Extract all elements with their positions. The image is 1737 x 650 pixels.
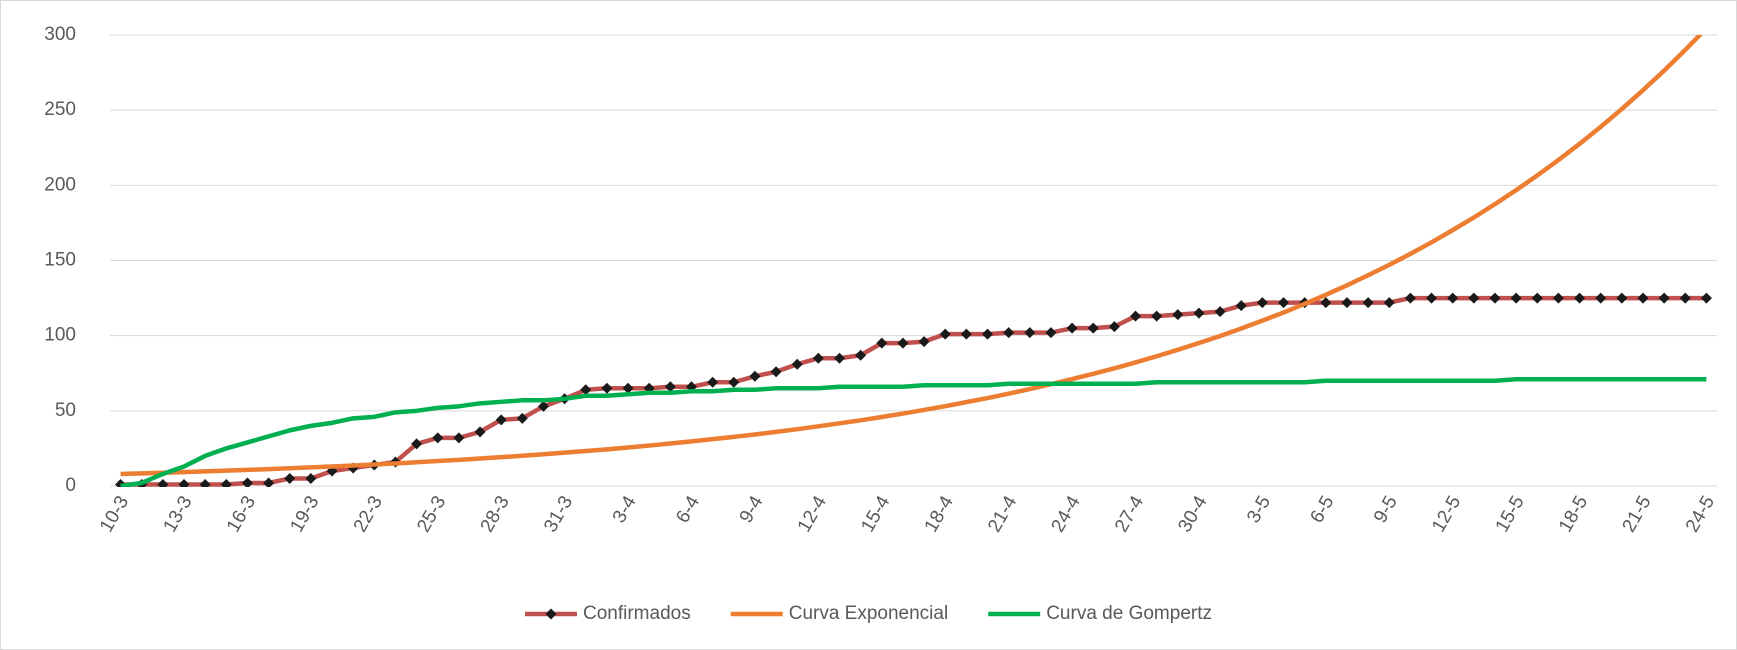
- data-marker: [749, 370, 761, 382]
- y-tick-label: 250: [44, 99, 76, 120]
- plot-area: [115, 35, 1712, 487]
- data-marker: [876, 337, 888, 349]
- data-marker: [1531, 292, 1543, 304]
- data-marker: [1066, 322, 1078, 334]
- data-marker: [1341, 297, 1353, 309]
- grid: [110, 34, 1717, 487]
- data-marker: [1616, 292, 1628, 304]
- data-marker: [495, 414, 507, 426]
- data-marker: [432, 432, 444, 444]
- data-marker: [1362, 297, 1374, 309]
- data-marker: [199, 478, 211, 487]
- data-marker: [833, 352, 845, 364]
- data-marker: [284, 472, 296, 484]
- data-marker: [263, 477, 275, 487]
- data-marker: [1679, 292, 1691, 304]
- data-marker: [1108, 321, 1120, 333]
- legend: Confirmados Curva Exponencial Curva de Gom…: [525, 603, 1212, 624]
- legend-label: Curva Exponencial: [789, 603, 948, 624]
- data-marker: [1003, 327, 1015, 339]
- data-marker: [1235, 300, 1247, 312]
- y-tick-label: 50: [55, 400, 76, 421]
- data-marker: [1426, 292, 1438, 304]
- data-marker: [664, 381, 676, 393]
- data-marker: [1193, 307, 1205, 319]
- data-marker: [411, 438, 423, 450]
- data-marker: [855, 349, 867, 361]
- y-tick-label: 200: [44, 174, 76, 195]
- data-marker: [537, 400, 549, 412]
- data-marker: [622, 382, 634, 394]
- data-marker: [1151, 310, 1163, 322]
- data-marker: [1510, 292, 1522, 304]
- data-marker: [1447, 292, 1459, 304]
- data-marker: [474, 426, 486, 438]
- series-line: [120, 377, 1707, 487]
- data-marker: [241, 477, 253, 487]
- data-marker: [1468, 292, 1480, 304]
- data-marker: [1214, 306, 1226, 318]
- data-marker: [1595, 292, 1607, 304]
- data-marker: [1489, 292, 1501, 304]
- data-marker: [1700, 292, 1712, 304]
- y-tick-label: 0: [65, 475, 76, 496]
- data-marker: [982, 328, 994, 340]
- series-line: [120, 35, 1703, 477]
- data-marker: [918, 336, 930, 348]
- data-marker: [960, 328, 972, 340]
- data-marker: [1045, 327, 1057, 339]
- data-marker: [305, 472, 317, 484]
- data-marker: [1278, 297, 1290, 309]
- data-marker: [1256, 297, 1268, 309]
- data-marker: [791, 358, 803, 370]
- data-marker: [157, 478, 169, 487]
- data-marker: [939, 328, 951, 340]
- legend-label: Confirmados: [583, 603, 691, 624]
- data-marker: [516, 412, 528, 424]
- data-marker: [1172, 309, 1184, 321]
- legend-label: Curva de Gompertz: [1046, 603, 1212, 624]
- data-marker: [1552, 292, 1564, 304]
- data-marker: [580, 384, 592, 396]
- data-marker: [1404, 292, 1416, 304]
- data-marker: [1087, 322, 1099, 334]
- data-marker: [1658, 292, 1670, 304]
- data-marker: [770, 366, 782, 378]
- legend-marker: [545, 608, 557, 620]
- data-marker: [728, 376, 740, 388]
- data-marker: [1130, 310, 1142, 322]
- y-tick-label: 300: [44, 24, 76, 45]
- data-marker: [897, 337, 909, 349]
- data-marker: [1320, 297, 1332, 309]
- data-marker: [812, 352, 824, 364]
- data-marker: [1574, 292, 1586, 304]
- data-marker: [453, 432, 465, 444]
- y-tick-label: 100: [44, 325, 76, 346]
- data-marker: [178, 478, 190, 487]
- y-tick-label: 150: [44, 250, 76, 271]
- data-marker: [707, 376, 719, 388]
- data-marker: [1637, 292, 1649, 304]
- data-marker: [1383, 297, 1395, 309]
- data-marker: [220, 478, 232, 487]
- data-marker: [1024, 327, 1036, 339]
- data-marker: [601, 382, 613, 394]
